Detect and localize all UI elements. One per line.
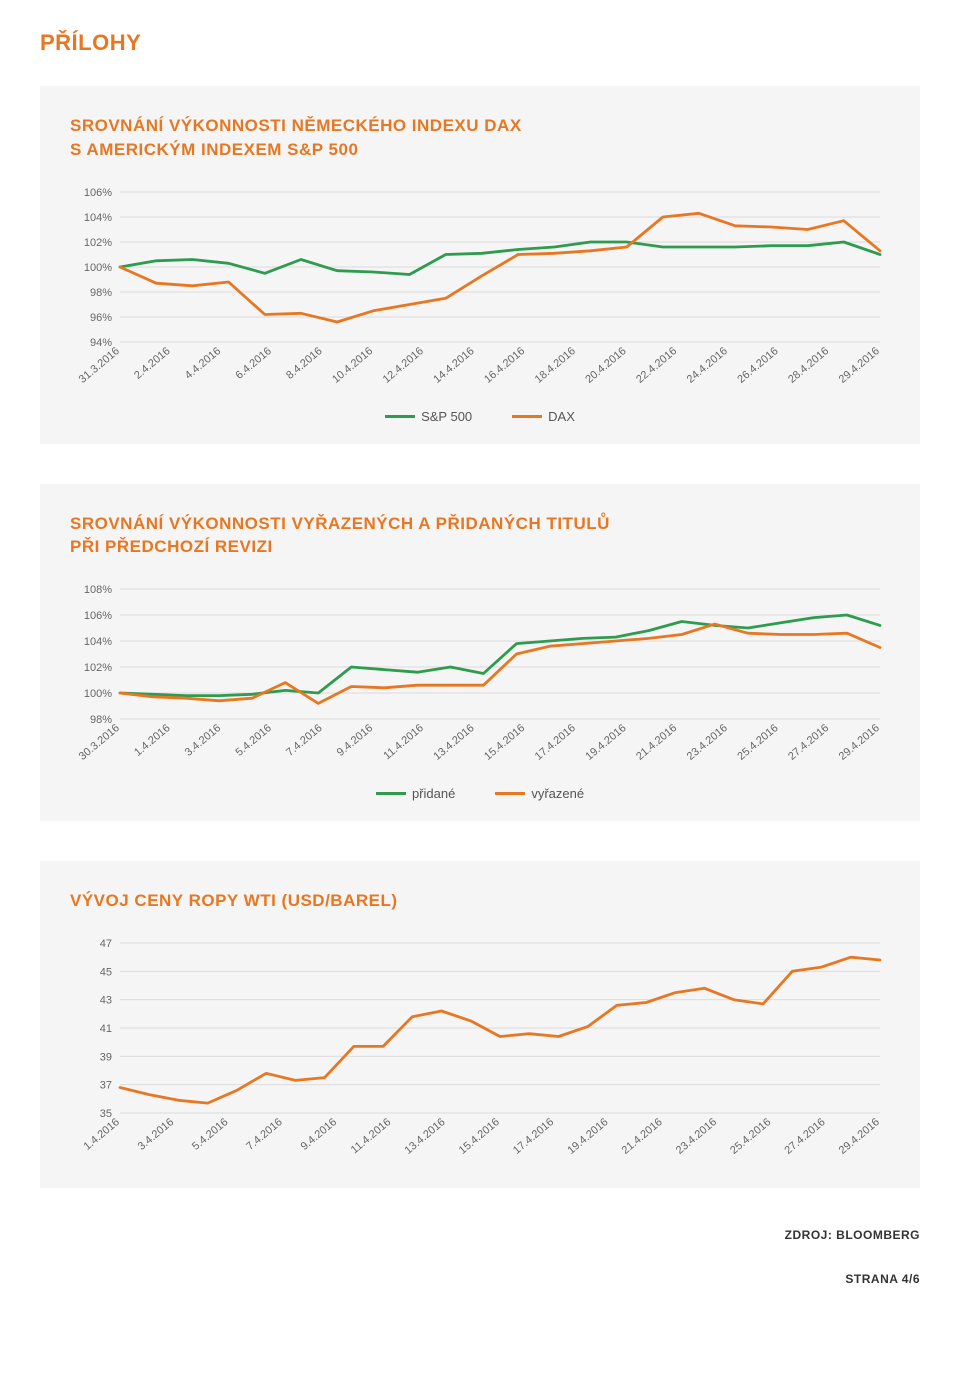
source-label: ZDROJ: BLOOMBERG [40, 1228, 920, 1242]
svg-text:100%: 100% [84, 262, 112, 274]
svg-text:15.4.2016: 15.4.2016 [482, 722, 527, 763]
svg-text:104%: 104% [84, 636, 112, 648]
svg-text:23.4.2016: 23.4.2016 [685, 722, 730, 763]
legend-item: S&P 500 [385, 409, 472, 424]
svg-text:19.4.2016: 19.4.2016 [565, 1116, 610, 1157]
legend-label: DAX [548, 409, 575, 424]
svg-text:47: 47 [100, 938, 112, 950]
svg-text:29.4.2016: 29.4.2016 [837, 1116, 882, 1157]
svg-text:14.4.2016: 14.4.2016 [431, 345, 476, 386]
svg-text:5.4.2016: 5.4.2016 [233, 722, 274, 759]
svg-text:21.4.2016: 21.4.2016 [634, 722, 679, 763]
footer-label: STRANA 4/6 [40, 1272, 920, 1286]
svg-text:45: 45 [100, 966, 112, 978]
chart1-title: SROVNÁNÍ VÝKONNOSTI NĚMECKÉHO INDEXU DAX… [70, 114, 890, 162]
legend-item: DAX [512, 409, 575, 424]
chart1-legend: S&P 500 DAX [70, 409, 890, 424]
chart1-svg: 94% 96% 98% 100% 102% 104% 106% 31.3.2016 2.4.20… [70, 182, 890, 397]
svg-text:41: 41 [100, 1023, 112, 1035]
svg-text:98%: 98% [90, 714, 112, 726]
svg-text:18.4.2016: 18.4.2016 [533, 345, 578, 386]
legend-item: přidané [376, 786, 455, 801]
legend-item: vyřazené [495, 786, 584, 801]
svg-text:31.3.2016: 31.3.2016 [77, 345, 122, 386]
svg-text:6.4.2016: 6.4.2016 [233, 345, 274, 382]
svg-text:35: 35 [100, 1108, 112, 1120]
svg-text:22.4.2016: 22.4.2016 [634, 345, 679, 386]
svg-text:7.4.2016: 7.4.2016 [244, 1116, 285, 1153]
svg-text:11.4.2016: 11.4.2016 [381, 722, 426, 762]
page-title: PŘÍLOHY [40, 30, 920, 56]
legend-label: přidané [412, 786, 455, 801]
svg-text:11.4.2016: 11.4.2016 [349, 1116, 394, 1156]
svg-text:17.4.2016: 17.4.2016 [511, 1116, 556, 1157]
chart3-panel: VÝVOJ CENY ROPY WTI (USD/BAREL) 35 37 39 41… [40, 861, 920, 1188]
svg-text:94%: 94% [90, 337, 112, 349]
svg-text:10.4.2016: 10.4.2016 [330, 345, 375, 386]
svg-text:106%: 106% [84, 187, 112, 199]
legend-label: vyřazené [531, 786, 584, 801]
svg-text:39: 39 [100, 1051, 112, 1063]
legend-label: S&P 500 [421, 409, 472, 424]
chart1-panel: SROVNÁNÍ VÝKONNOSTI NĚMECKÉHO INDEXU DAX… [40, 86, 920, 444]
svg-text:9.4.2016: 9.4.2016 [335, 722, 376, 759]
svg-text:8.4.2016: 8.4.2016 [284, 345, 325, 382]
svg-text:25.4.2016: 25.4.2016 [735, 722, 780, 763]
svg-text:37: 37 [100, 1080, 112, 1092]
svg-text:30.3.2016: 30.3.2016 [77, 722, 122, 763]
legend-swatch [495, 792, 525, 795]
svg-text:25.4.2016: 25.4.2016 [728, 1116, 773, 1157]
svg-text:9.4.2016: 9.4.2016 [299, 1116, 340, 1153]
svg-text:96%: 96% [90, 312, 112, 324]
svg-text:5.4.2016: 5.4.2016 [190, 1116, 231, 1153]
svg-text:3.4.2016: 3.4.2016 [183, 722, 224, 759]
chart3-title: VÝVOJ CENY ROPY WTI (USD/BAREL) [70, 889, 890, 913]
svg-text:20.4.2016: 20.4.2016 [583, 345, 628, 386]
svg-text:102%: 102% [84, 662, 112, 674]
legend-swatch [512, 415, 542, 418]
chart3-svg: 35 37 39 41 43 45 47 1.4.2016 3.4.2016 5.4.2016 7.… [70, 933, 890, 1168]
svg-text:102%: 102% [84, 237, 112, 249]
svg-text:108%: 108% [84, 584, 112, 596]
svg-text:21.4.2016: 21.4.2016 [620, 1116, 665, 1157]
svg-text:106%: 106% [84, 610, 112, 622]
svg-text:12.4.2016: 12.4.2016 [381, 345, 426, 386]
chart2-title: SROVNÁNÍ VÝKONNOSTI VYŘAZENÝCH A PŘIDANÝ… [70, 512, 890, 560]
svg-text:29.4.2016: 29.4.2016 [837, 722, 882, 763]
svg-text:13.4.2016: 13.4.2016 [402, 1116, 447, 1157]
svg-text:13.4.2016: 13.4.2016 [431, 722, 476, 763]
svg-text:4.4.2016: 4.4.2016 [183, 345, 224, 382]
svg-text:15.4.2016: 15.4.2016 [457, 1116, 502, 1157]
svg-text:1.4.2016: 1.4.2016 [81, 1116, 122, 1153]
svg-text:27.4.2016: 27.4.2016 [786, 722, 831, 763]
svg-text:98%: 98% [90, 287, 112, 299]
svg-text:19.4.2016: 19.4.2016 [583, 722, 628, 763]
svg-text:26.4.2016: 26.4.2016 [735, 345, 780, 386]
svg-text:16.4.2016: 16.4.2016 [482, 345, 527, 386]
chart2-legend: přidané vyřazené [70, 786, 890, 801]
svg-text:24.4.2016: 24.4.2016 [685, 345, 730, 386]
legend-swatch [385, 415, 415, 418]
svg-text:7.4.2016: 7.4.2016 [284, 722, 325, 759]
svg-text:100%: 100% [84, 688, 112, 700]
legend-swatch [376, 792, 406, 795]
svg-text:28.4.2016: 28.4.2016 [786, 345, 831, 386]
svg-text:43: 43 [100, 995, 112, 1007]
svg-text:104%: 104% [84, 212, 112, 224]
svg-text:27.4.2016: 27.4.2016 [782, 1116, 827, 1157]
svg-text:2.4.2016: 2.4.2016 [132, 345, 173, 382]
chart2-panel: SROVNÁNÍ VÝKONNOSTI VYŘAZENÝCH A PŘIDANÝ… [40, 484, 920, 822]
svg-text:3.4.2016: 3.4.2016 [136, 1116, 177, 1153]
chart2-svg: 98% 100% 102% 104% 106% 108% 30.3.2016 1.4.2016… [70, 579, 890, 774]
svg-text:23.4.2016: 23.4.2016 [674, 1116, 719, 1157]
svg-text:29.4.2016: 29.4.2016 [837, 345, 882, 386]
svg-text:1.4.2016: 1.4.2016 [132, 722, 173, 759]
svg-text:17.4.2016: 17.4.2016 [533, 722, 578, 763]
